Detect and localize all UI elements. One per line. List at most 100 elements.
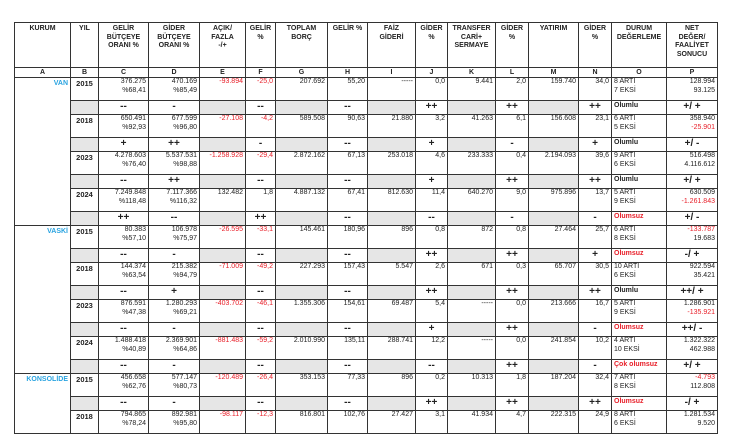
table-row: VAN 2015 376.275 %68,41 470.169 %85,49 -93.894…	[14, 77, 718, 226]
year-cell: 2018	[70, 114, 99, 138]
cell-p-line: 128.994	[689, 78, 715, 86]
shaded-cell	[367, 137, 416, 152]
cell-h: 180,96	[327, 225, 368, 249]
cell-m: 187.204	[528, 373, 579, 397]
cell-e: -1.258.928	[199, 151, 246, 175]
cell-o-line: 5 ARTI	[614, 189, 636, 197]
shaded-cell	[447, 137, 496, 152]
shaded-cell	[199, 100, 246, 115]
cell-m: 159.740	[528, 77, 579, 101]
cell-d-line: 892.981	[171, 411, 197, 419]
cell-o-line: 8 EKSİ	[614, 382, 636, 390]
cell-p-line: -1.261.843	[681, 197, 715, 205]
status-label: Olumsuz	[611, 248, 667, 263]
cell-h: 67,13	[327, 151, 368, 175]
cell-l: 4,7	[495, 410, 529, 434]
cell-o: 7 ARTI 8 EKSİ	[611, 373, 667, 397]
cell-m: 975.896	[528, 188, 579, 212]
cell-j: 0,8	[415, 225, 448, 249]
trend-sign: --	[98, 100, 149, 115]
trend-sign: +	[415, 137, 448, 152]
cell-d: 5.537.531 %98,88	[148, 151, 200, 175]
shaded-cell	[528, 359, 579, 374]
shaded-cell	[199, 322, 246, 337]
cell-c: 794.865 %78,24	[98, 410, 149, 434]
cell-c-line: 876.591	[120, 300, 146, 308]
cell-h: 77,33	[327, 373, 368, 397]
shaded-cell	[70, 248, 99, 263]
trend-sign: --	[327, 100, 368, 115]
trend-sign: --	[415, 359, 448, 374]
column-letter: C	[98, 67, 149, 78]
cell-g: 2.872.162	[275, 151, 328, 175]
trend-sign: ++/ +	[666, 285, 718, 300]
cell-k: 872	[447, 225, 496, 249]
cell-c: 376.275 %68,41	[98, 77, 149, 101]
shaded-cell	[447, 100, 496, 115]
cell-h: 154,61	[327, 299, 368, 323]
shaded-cell	[275, 285, 328, 300]
trend-sign: --	[148, 211, 200, 226]
cell-c-line: 650.491	[120, 115, 146, 123]
cell-c-line: 376.275	[120, 78, 146, 86]
cell-e: -403.702	[199, 299, 246, 323]
column-header: GİDER %	[495, 22, 529, 68]
cell-f: -4,2	[245, 114, 276, 138]
cell-p: 630.509 -1.261.843	[666, 188, 718, 212]
cell-d-line: 470.169	[171, 78, 197, 86]
cell-o-line: 6 EKSİ	[614, 271, 636, 279]
shaded-cell	[367, 174, 416, 189]
cell-e: -93.894	[199, 77, 246, 101]
column-letter: I	[367, 67, 416, 78]
column-header: GİDER %	[578, 22, 612, 68]
shaded-cell	[70, 359, 99, 374]
column-letter: M	[528, 67, 579, 78]
cell-n: 39,6	[578, 151, 612, 175]
cell-d-line: 2.369.901	[165, 337, 197, 345]
cell-o: 6 ARTI 5 EKSİ	[611, 114, 667, 138]
cell-i: -----	[367, 77, 416, 101]
cell-p-line: 19.683	[693, 234, 715, 242]
cell-p-line: 1.322.322	[683, 337, 715, 345]
cell-i: 896	[367, 373, 416, 397]
cell-o-line: 6 ARTI	[614, 115, 636, 123]
cell-d: 1.280.293 %69,21	[148, 299, 200, 323]
trend-sign: --	[98, 322, 149, 337]
column-header: FAİZ GİDERİ	[367, 22, 416, 68]
cell-m: 156.608	[528, 114, 579, 138]
shaded-cell	[367, 396, 416, 411]
cell-p-line: 35.421	[693, 271, 715, 279]
shaded-cell	[528, 396, 579, 411]
cell-c-line: %40,89	[122, 345, 146, 353]
cell-e: 132.482	[199, 188, 246, 212]
cell-c-line: %57,10	[122, 234, 146, 242]
year-cell: 2018	[70, 262, 99, 286]
trend-sign: -	[578, 359, 612, 374]
trend-sign: --	[327, 137, 368, 152]
trend-sign: +	[98, 137, 149, 152]
column-letter: P	[666, 67, 718, 78]
column-letter: K	[447, 67, 496, 78]
shaded-cell	[275, 100, 328, 115]
cell-o-line: 9 ARTI	[614, 152, 636, 160]
shaded-cell	[367, 359, 416, 374]
column-header: GELİR BÜTÇEYE ORANI %	[98, 22, 149, 68]
trend-sign: ++	[495, 100, 529, 115]
cell-g: 227.293	[275, 262, 328, 286]
cell-f: -46,1	[245, 299, 276, 323]
column-header: GİDER %	[415, 22, 448, 68]
trend-sign: ++	[148, 137, 200, 152]
column-letter: B	[70, 67, 99, 78]
trend-sign: ++	[495, 285, 529, 300]
cell-c: 1.488.418 %40,89	[98, 336, 149, 360]
column-header: NET DEĞER/ FAALİYET SONUCU	[666, 22, 718, 68]
cell-k: 9.441	[447, 77, 496, 101]
trend-sign: --	[327, 211, 368, 226]
cell-d-line: %64,86	[173, 345, 197, 353]
trend-sign: -	[578, 211, 612, 226]
shaded-cell	[70, 396, 99, 411]
cell-p-line: 1.281.534	[683, 411, 715, 419]
cell-m: 27.464	[528, 225, 579, 249]
trend-sign: -/ +	[666, 248, 718, 263]
shaded-cell	[528, 322, 579, 337]
